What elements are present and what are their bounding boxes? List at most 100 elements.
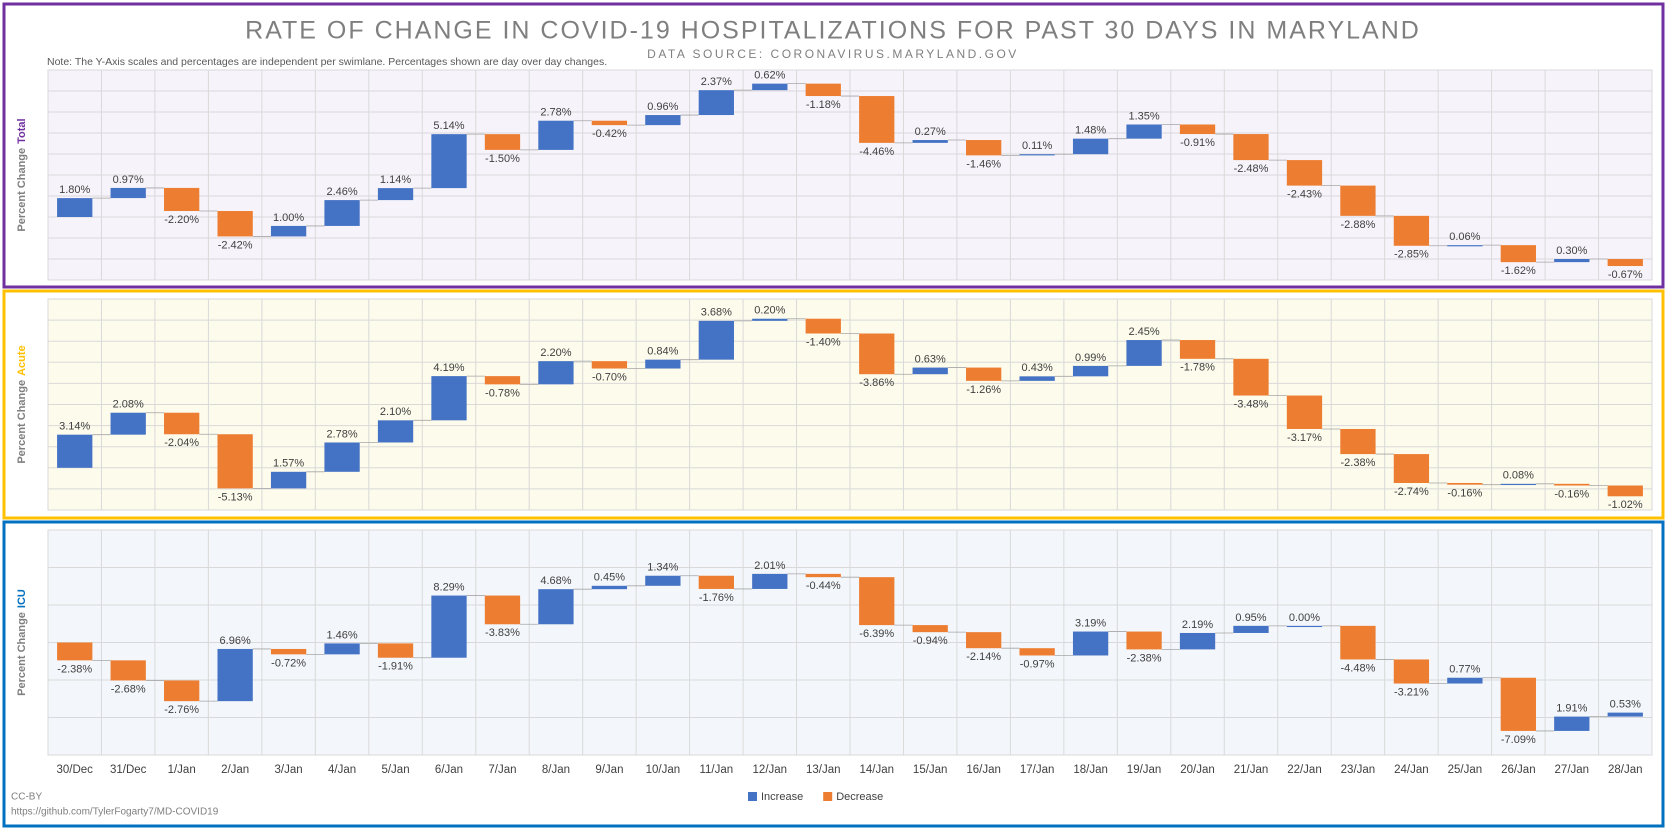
bar	[270, 471, 307, 489]
x-tick-label: 27/Jan	[1555, 764, 1590, 776]
bar	[912, 140, 948, 143]
data-label: -1.02%	[1608, 499, 1643, 511]
legend-swatch	[823, 792, 833, 801]
data-label: -5.13%	[218, 491, 253, 503]
bar	[698, 575, 734, 589]
data-label: 0.06%	[1449, 231, 1480, 243]
data-label: -0.72%	[271, 657, 306, 669]
bar	[1393, 454, 1430, 483]
source-url: https://github.com/TylerFogarty7/MD-COVI…	[11, 807, 219, 818]
x-tick-label: 14/Jan	[859, 764, 894, 776]
bar	[164, 187, 200, 212]
data-label: 5.14%	[433, 120, 464, 132]
x-tick-label: 16/Jan	[966, 764, 1001, 776]
data-label: -2.38%	[57, 663, 92, 675]
data-label: 3.68%	[701, 307, 732, 319]
x-tick-label: 11/Jan	[699, 764, 733, 776]
legend-label: Increase	[761, 791, 803, 803]
panel-border	[2, 520, 1665, 828]
bar	[270, 648, 307, 655]
bar	[966, 140, 1002, 156]
x-tick-label: 6/Jan	[435, 764, 463, 776]
panel-label: Acute	[16, 345, 28, 376]
data-label: 2.08%	[113, 399, 144, 411]
data-label: -2.68%	[111, 683, 146, 695]
data-label: 0.97%	[113, 174, 144, 186]
bar	[324, 200, 360, 226]
bar	[1393, 659, 1430, 684]
panel-label: Total	[16, 118, 28, 143]
y-axis-title-text: Percent Change	[16, 612, 28, 696]
data-label: -1.91%	[378, 661, 413, 673]
data-label: 4.68%	[540, 575, 571, 587]
data-label: -2.76%	[164, 704, 199, 716]
data-label: 0.20%	[754, 305, 785, 317]
bar	[698, 90, 734, 116]
y-axis-title: Percent Change Total	[16, 118, 28, 231]
data-label: -1.78%	[1180, 362, 1215, 374]
bar	[1554, 259, 1590, 263]
bar	[805, 318, 841, 334]
data-label: 0.45%	[594, 572, 625, 584]
bar	[591, 120, 628, 126]
bar	[966, 367, 1002, 381]
data-label: -2.48%	[1234, 163, 1269, 175]
bar	[1554, 716, 1590, 731]
bar	[912, 367, 948, 375]
bar	[1447, 482, 1483, 485]
bar	[1072, 138, 1109, 155]
data-label: -1.40%	[806, 336, 841, 348]
data-label: 2.45%	[1128, 326, 1159, 338]
bar	[57, 642, 93, 661]
bar	[1607, 485, 1643, 497]
data-label: 4.19%	[433, 362, 464, 374]
x-tick-label: 22/Jan	[1287, 764, 1322, 776]
data-label: -1.76%	[699, 592, 734, 604]
bar	[805, 573, 841, 578]
data-label: -0.70%	[592, 371, 627, 383]
data-label: 0.99%	[1075, 352, 1106, 364]
data-label: 1.14%	[380, 174, 411, 186]
data-label: 0.77%	[1449, 664, 1480, 676]
data-label: 2.20%	[540, 347, 571, 359]
bar	[912, 625, 948, 633]
data-label: -0.16%	[1447, 488, 1482, 500]
data-label: -0.42%	[592, 128, 627, 140]
bar	[217, 434, 253, 489]
bar	[484, 376, 521, 385]
x-tick-label: 25/Jan	[1448, 764, 1483, 776]
data-label: 2.01%	[754, 560, 785, 572]
x-tick-label: 30/Dec	[57, 764, 94, 776]
bar	[1607, 712, 1643, 717]
bar	[1286, 625, 1323, 628]
x-tick-label: 20/Jan	[1180, 764, 1215, 776]
bar	[324, 643, 360, 655]
data-label: -6.39%	[859, 628, 894, 640]
bar	[1607, 259, 1643, 267]
data-label: -0.91%	[1180, 137, 1215, 149]
data-label: -2.74%	[1394, 486, 1429, 498]
data-label: -0.44%	[806, 580, 841, 592]
data-label: -0.97%	[1020, 658, 1055, 670]
x-tick-label: 15/Jan	[913, 764, 948, 776]
bar	[1286, 395, 1323, 429]
bar	[1179, 124, 1216, 135]
bar	[538, 589, 574, 625]
data-label: 0.27%	[915, 126, 946, 138]
data-label: -2.20%	[164, 214, 199, 226]
x-tick-label: 1/Jan	[168, 764, 196, 776]
bar	[752, 573, 788, 589]
bar	[431, 595, 467, 658]
x-tick-label: 18/Jan	[1073, 764, 1108, 776]
data-label: -0.78%	[485, 387, 520, 399]
data-label: 1.91%	[1556, 703, 1587, 715]
data-label: -4.48%	[1341, 662, 1376, 674]
bar	[1019, 648, 1055, 656]
bar	[1340, 625, 1376, 660]
bar	[966, 632, 1002, 649]
bar	[1019, 376, 1055, 381]
data-label: 2.10%	[380, 406, 411, 418]
data-label: -2.04%	[164, 437, 199, 449]
x-tick-label: 31/Dec	[110, 764, 147, 776]
data-label: -1.62%	[1501, 265, 1536, 277]
